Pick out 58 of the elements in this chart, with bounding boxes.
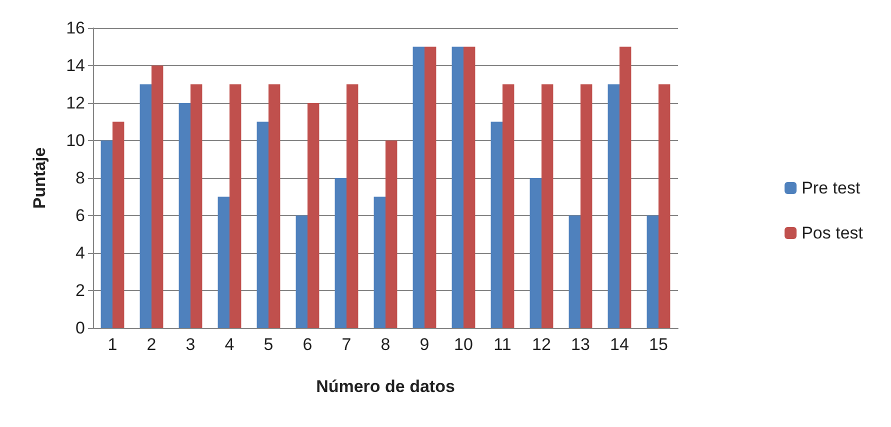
x-tick-label: 12 [532,335,551,354]
y-tick-label: 14 [66,56,85,75]
x-tick-label: 15 [649,335,668,354]
bar [346,84,358,328]
bar [490,122,502,328]
bar [268,84,280,328]
bar [646,216,658,328]
y-tick-label: 10 [66,131,85,150]
bar [580,84,592,328]
bar [658,84,670,328]
y-tick-label: 16 [66,18,85,38]
bar [608,84,620,328]
bar [178,103,190,328]
bar [386,140,398,328]
x-tick-label: 5 [264,335,274,354]
bar [218,196,230,328]
bar [334,178,346,328]
y-tick-label: 12 [66,94,85,112]
x-tick-label: 14 [610,335,629,354]
y-tick-label: 6 [76,206,85,225]
bar [230,84,242,328]
bar [100,140,112,328]
bar [502,84,514,328]
x-tick-label: 1 [108,335,118,354]
x-tick-label: 10 [454,335,473,354]
y-tick-label: 0 [76,318,85,338]
bar [424,46,436,328]
x-tick-label: 9 [420,335,430,354]
x-tick-label: 13 [571,335,590,354]
x-tick-label: 11 [494,335,512,354]
x-tick-label: 7 [342,335,352,354]
x-tick-label: 8 [380,335,390,354]
x-tick-label: 4 [224,335,234,354]
bar [296,216,308,328]
x-axis-title: Número de datos [316,377,455,396]
bar [542,84,554,328]
bar [152,66,164,328]
y-tick-label: 2 [76,281,85,300]
bar [190,84,202,328]
x-tick-label: 6 [302,335,312,354]
x-tick-label: 3 [186,335,196,354]
legend-label: Pos test [802,224,864,242]
bar [140,84,152,328]
bar [530,178,542,328]
x-tick-label: 2 [146,335,156,354]
bar [452,46,464,328]
bar [568,216,580,328]
bar [620,46,632,328]
bar [256,122,268,328]
bar [412,46,424,328]
bar [374,196,386,328]
legend-label: Pre test [802,178,860,198]
y-axis-title: Puntaje [30,147,49,209]
y-tick-label: 4 [76,244,85,262]
bar [112,122,124,328]
y-tick-label: 8 [76,168,85,188]
bar [308,103,320,328]
bar [464,46,476,328]
